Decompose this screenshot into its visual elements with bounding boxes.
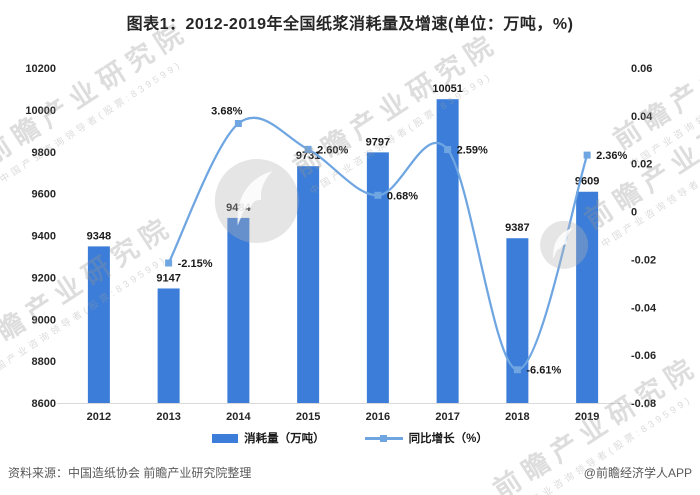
x-axis-label-2018: 2018 <box>505 411 529 423</box>
left-axis-tick-label: 8600 <box>32 398 56 410</box>
line-value-label: 2.60% <box>317 144 348 156</box>
right-axis-tick-label: -0.02 <box>631 254 656 266</box>
x-axis-label-2012: 2012 <box>87 411 111 423</box>
line-value-label: 3.68% <box>211 106 242 118</box>
chart-title: 图表1：2012-2019年全国纸浆消耗量及增速(单位：万吨，%) <box>126 16 574 33</box>
line-marker <box>513 366 521 374</box>
bar-2018 <box>506 238 529 403</box>
bar-value-label: 9348 <box>87 230 111 242</box>
bar-2013 <box>157 288 180 403</box>
line-value-label: -2.15% <box>178 258 213 270</box>
bar-swatch-icon <box>212 433 239 443</box>
line-marker <box>374 191 382 199</box>
line-marker <box>234 120 242 128</box>
line-value-labels: -2.15% 3.68% 2.60% 0.68% 2.59% -6.61% 2.36% <box>178 106 628 377</box>
line-marker <box>444 146 452 154</box>
right-axis-tick-label: 0.04 <box>631 111 653 123</box>
x-axis-label-2013: 2013 <box>156 411 180 423</box>
bar-value-label: 10051 <box>432 83 463 95</box>
right-axis-tick-label: 0.06 <box>631 63 652 75</box>
line-marker <box>304 145 312 153</box>
line-swatch-icon <box>364 432 403 444</box>
bar-value-label: 9484 <box>226 202 251 214</box>
right-axis-tick-label: 0.02 <box>631 159 652 171</box>
bar-2019 <box>576 191 599 403</box>
left-axis-ticks: 8600 8800 9000 9200 9400 9600 9800 10000 10200 <box>25 63 56 410</box>
bar-2017 <box>436 99 459 404</box>
right-axis-ticks: -0.08 -0.06 -0.04 -0.02 0 0.02 0.04 0.06 <box>631 63 657 410</box>
right-axis-tick-label: -0.08 <box>631 398 656 410</box>
left-axis-tick-label: 9600 <box>32 189 56 201</box>
x-axis-label-2019: 2019 <box>575 411 599 423</box>
left-axis-tick-label: 8800 <box>32 356 56 368</box>
bar-value-label: 9147 <box>156 272 180 284</box>
x-axis-label-2017: 2017 <box>435 411 459 423</box>
left-axis-tick-label: 9400 <box>32 231 56 243</box>
left-axis-tick-label: 10000 <box>25 105 56 117</box>
source-text: 资料来源：中国造纸协会 前瞻产业研究院整理 <box>8 466 252 480</box>
left-axis-tick-label: 9800 <box>32 147 56 159</box>
line-markers <box>165 120 591 374</box>
x-axis-labels: 2012 2013 2014 2015 2016 2017 2018 2019 <box>87 411 600 423</box>
bar-2015 <box>297 166 320 403</box>
bar-value-label: 9387 <box>505 222 529 234</box>
right-axis-tick-label: 0 <box>631 207 637 219</box>
legend-item-consumption: 消耗量（万吨） <box>212 430 325 446</box>
bar-value-label: 9797 <box>366 136 390 148</box>
legend-label: 消耗量（万吨） <box>244 433 325 445</box>
legend-item-growth: 同比增长（%） <box>364 430 488 446</box>
x-axis-label-2014: 2014 <box>226 411 251 423</box>
bar-2012 <box>87 246 110 403</box>
line-value-label: 2.59% <box>457 145 488 157</box>
line-value-label: -6.61% <box>526 365 561 377</box>
pulp-consumption-combo-chart: 8600 8800 9000 9200 9400 9600 9800 10000 10200 -0… <box>25 63 657 423</box>
right-axis-tick-label: -0.04 <box>631 302 657 314</box>
credit-text: @前瞻经济学人APP <box>583 466 692 480</box>
line-value-label: 0.68% <box>387 190 418 202</box>
x-axis-label-2016: 2016 <box>366 411 390 423</box>
left-axis-tick-label: 9000 <box>32 314 56 326</box>
footer: 资料来源：中国造纸协会 前瞻产业研究院整理 @前瞻经济学人APP <box>8 464 692 481</box>
line-marker <box>583 151 591 159</box>
line-marker <box>165 259 173 267</box>
legend-label: 同比增长（%） <box>408 433 488 445</box>
right-axis-tick-label: -0.06 <box>631 350 656 362</box>
legend: 消耗量（万吨） 同比增长（%） <box>0 430 700 446</box>
bar-2016 <box>366 152 389 403</box>
line-value-label: 2.36% <box>596 150 627 162</box>
left-axis-tick-label: 10200 <box>25 63 56 75</box>
bar-2014 <box>227 217 250 403</box>
left-axis-tick-label: 9200 <box>32 272 56 284</box>
x-axis-label-2015: 2015 <box>296 411 320 423</box>
